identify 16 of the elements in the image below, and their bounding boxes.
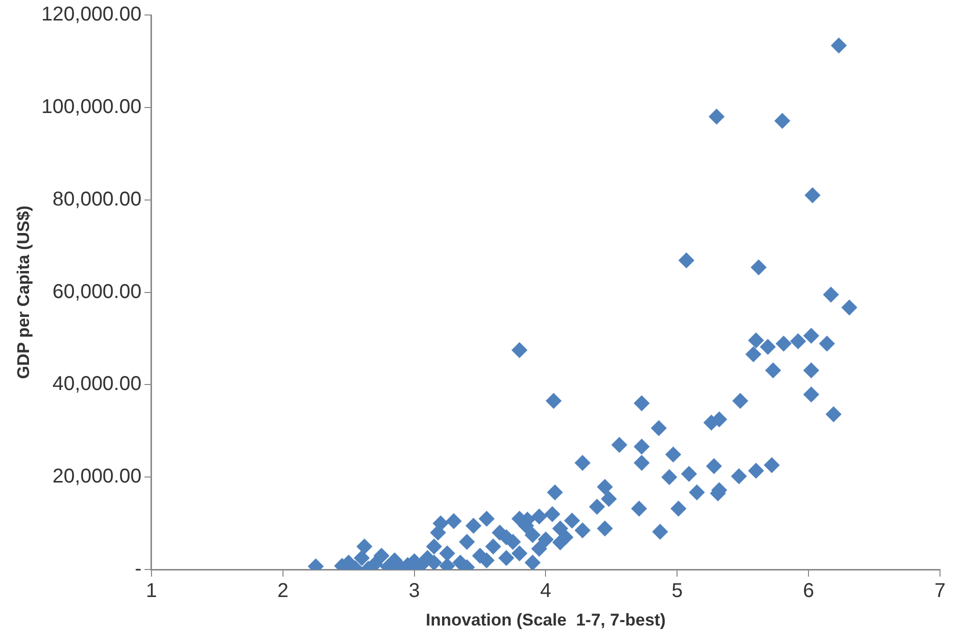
x-tick-label: 4: [540, 580, 552, 602]
x-axis-title: Innovation (Scale 1-7, 7-best): [426, 610, 666, 630]
x-tick-label: 6: [803, 580, 814, 602]
y-tick-label: 100,000.00: [41, 96, 142, 118]
x-tick-label: 3: [408, 580, 420, 602]
y-tick-label: -: [134, 558, 142, 580]
y-tick-label: 20,000.00: [52, 466, 142, 488]
y-tick-label: 40,000.00: [52, 373, 142, 396]
x-tick-label: 1: [146, 580, 158, 602]
y-tick-label: 120,000.00: [41, 4, 142, 26]
y-tick-label: 60,000.00: [52, 280, 142, 303]
x-tick-label: 7: [934, 580, 946, 602]
y-tick-label: 80,000.00: [52, 188, 142, 210]
y-axis-title: GDP per Capita (US$): [14, 206, 33, 380]
x-tick-label: 2: [277, 580, 288, 602]
x-tick-label: 5: [672, 580, 683, 602]
